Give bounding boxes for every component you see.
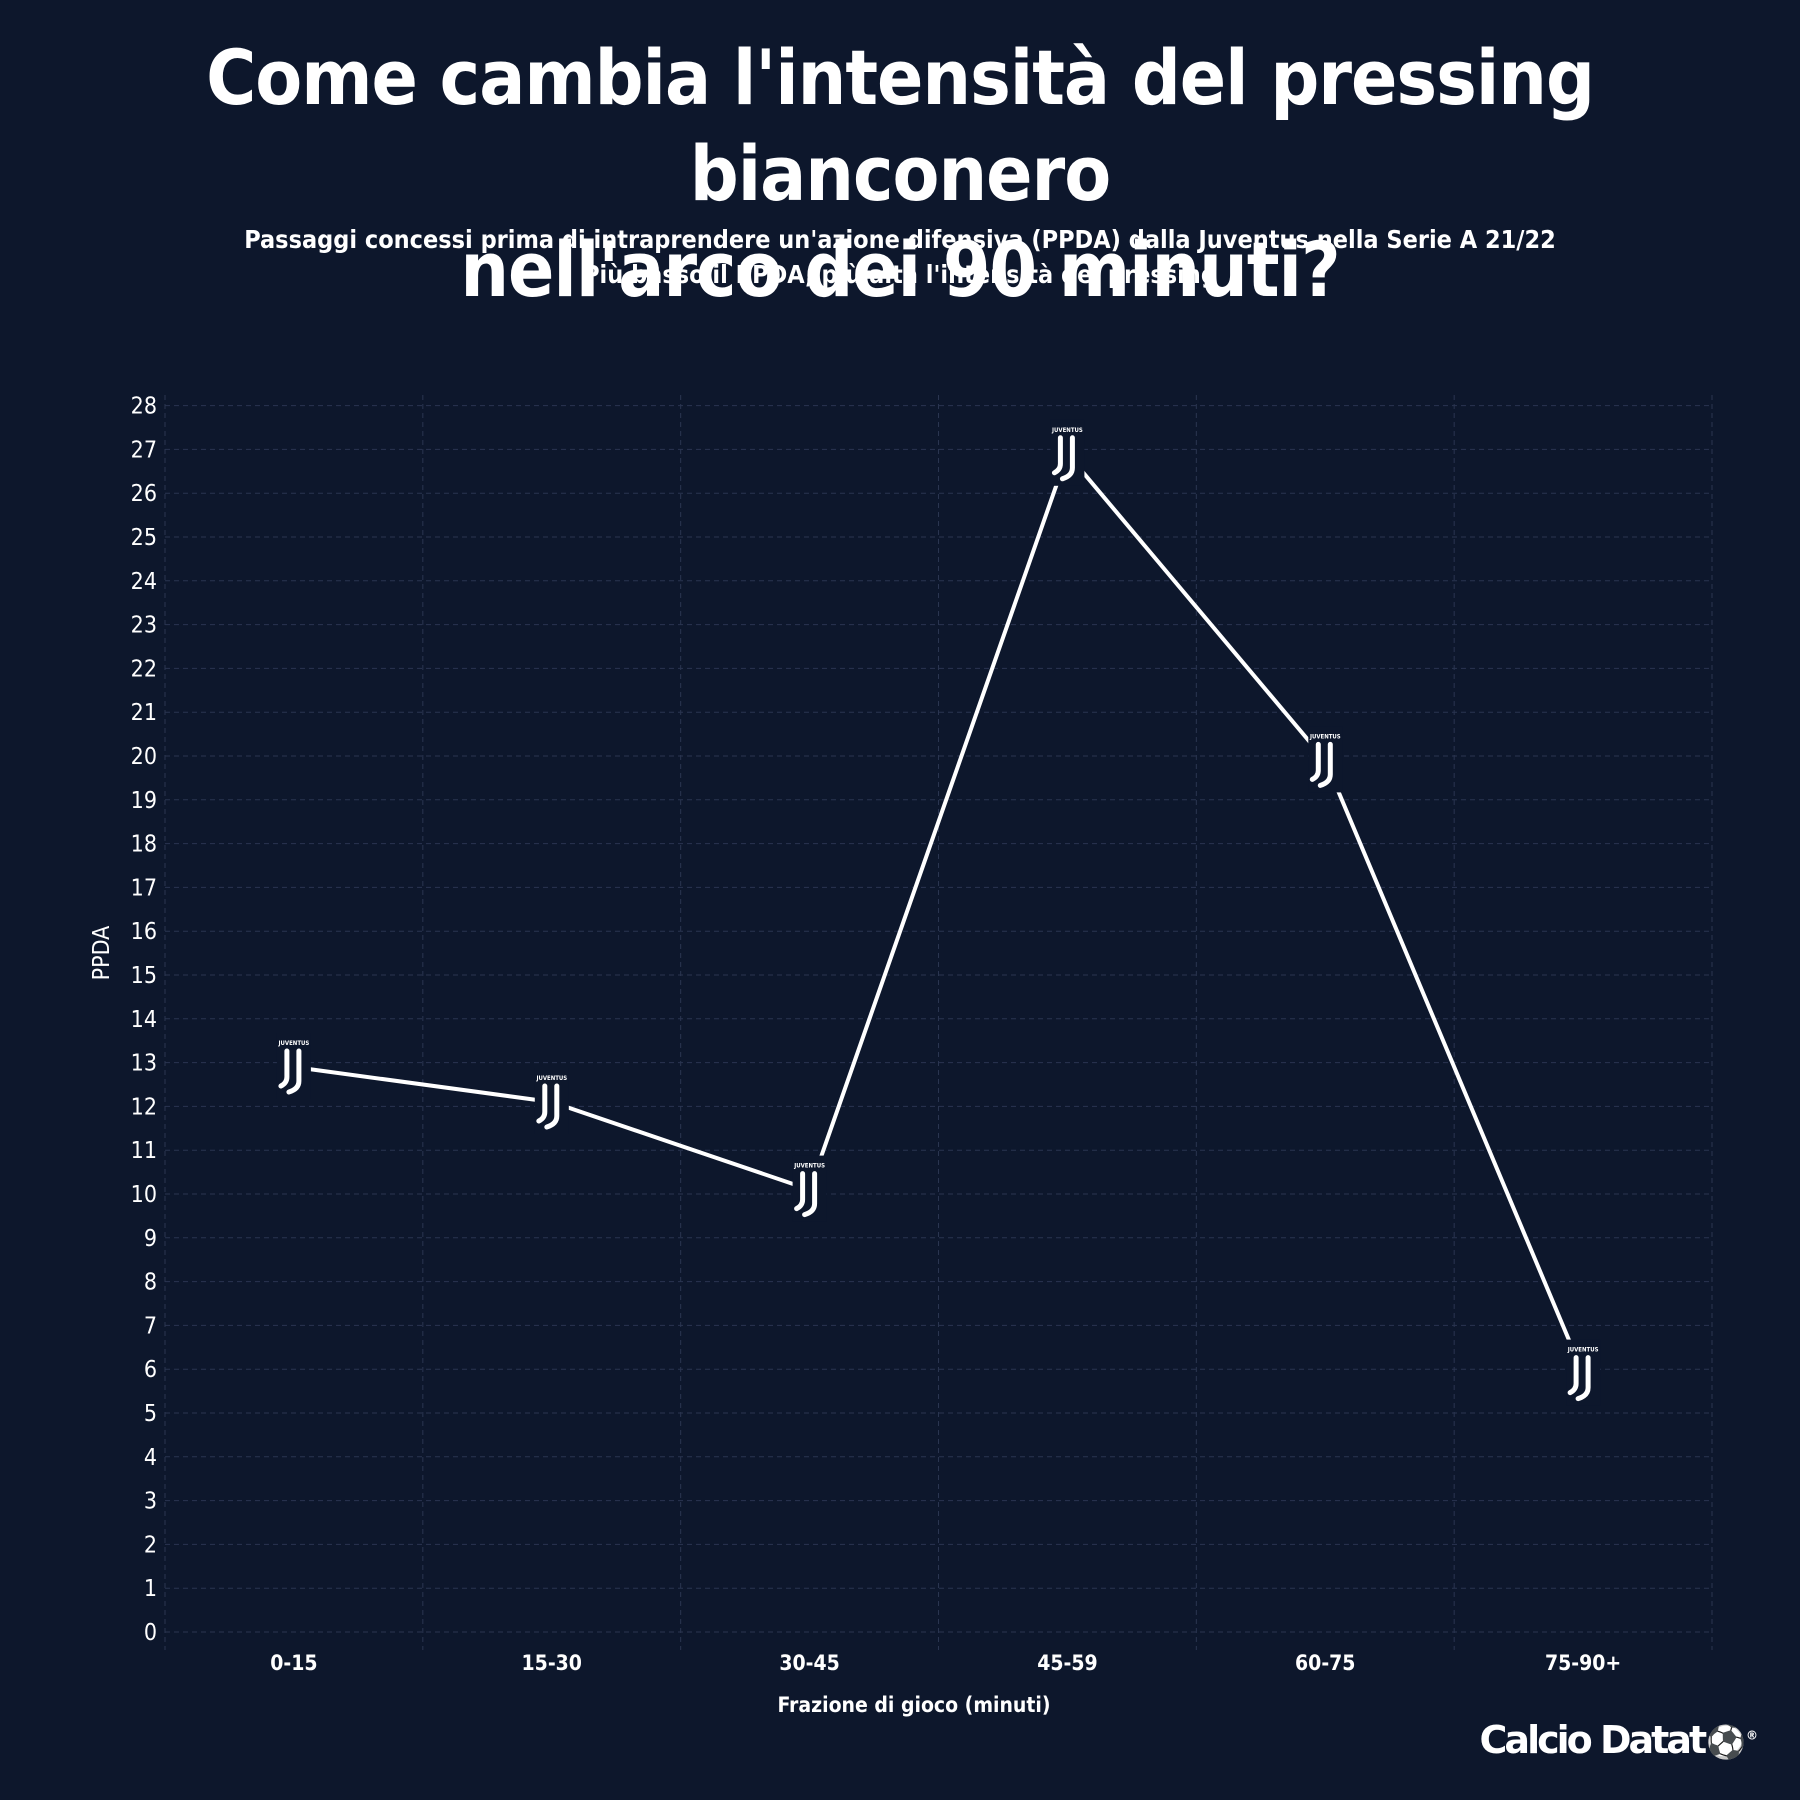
juventus-wordmark: JUVENTUS — [278, 1040, 310, 1047]
y-tick-label: 21 — [131, 700, 157, 726]
y-tick-label: 9 — [144, 1226, 157, 1252]
y-tick-label: 6 — [144, 1357, 157, 1383]
x-axis-label: Frazione di gioco (minuti) — [777, 1693, 1050, 1717]
juventus-wordmark: JUVENTUS — [535, 1075, 567, 1082]
y-axis-label: PPDA — [89, 926, 115, 981]
juventus-logo-icon: JUVENTUS — [1566, 1339, 1601, 1406]
juventus-logo-icon: JUVENTUS — [534, 1068, 569, 1134]
juventus-wordmark: JUVENTUS — [793, 1163, 825, 1170]
x-tick-label: 15-30 — [522, 1651, 582, 1675]
soccer-ball-icon: ⚽ — [1706, 1723, 1746, 1761]
y-tick-label: 13 — [131, 1051, 157, 1077]
y-axis-ticks: 0123456789101112131415161718192021222324… — [131, 394, 157, 1646]
y-tick-label: 22 — [131, 656, 157, 682]
chart-subtitle-line-1: Passaggi concessi prima di intraprendere… — [244, 225, 1556, 254]
y-tick-label: 19 — [131, 788, 157, 814]
y-tick-label: 28 — [131, 394, 157, 420]
y-tick-label: 4 — [144, 1445, 157, 1471]
y-tick-label: 1 — [144, 1576, 157, 1602]
y-tick-label: 10 — [131, 1182, 157, 1208]
y-tick-label: 2 — [144, 1532, 157, 1558]
brand-name: Calcio Datat — [1479, 1718, 1708, 1762]
y-tick-label: 11 — [131, 1138, 157, 1164]
registered-mark: ® — [1746, 1728, 1758, 1743]
chart-title-line-2: nell'arco dei 90 minuti? — [460, 225, 1340, 314]
juventus-wordmark: JUVENTUS — [1051, 427, 1083, 434]
grid — [164, 395, 1713, 1650]
juventus-wordmark: JUVENTUS — [1567, 1347, 1599, 1354]
y-tick-label: 7 — [144, 1313, 157, 1339]
juventus-logo-icon: JUVENTUS — [1308, 726, 1343, 793]
y-tick-label: 3 — [144, 1489, 157, 1515]
y-tick-label: 27 — [131, 437, 157, 463]
y-tick-label: 16 — [131, 919, 157, 945]
chart-title-line-1: Come cambia l'intensità del pressing bia… — [206, 33, 1595, 218]
juventus-logo-icon: JUVENTUS — [276, 1033, 311, 1099]
y-tick-label: 12 — [131, 1094, 157, 1120]
y-tick-label: 25 — [131, 525, 157, 551]
x-tick-label: 75-90+ — [1545, 1651, 1621, 1675]
chart-subtitle-line-2: Più basso il PPDA, più alta l'intensità … — [583, 260, 1217, 289]
y-tick-label: 5 — [144, 1401, 157, 1427]
y-tick-label: 17 — [131, 875, 157, 901]
juventus-logo-icon: JUVENTUS — [792, 1155, 827, 1222]
series-line — [293, 451, 1585, 1375]
y-tick-label: 18 — [131, 832, 157, 858]
y-tick-label: 24 — [131, 569, 157, 595]
y-tick-label: 14 — [131, 1007, 157, 1033]
juventus-logo-icon: JUVENTUS — [1050, 419, 1085, 486]
chart-subtitle: Passaggi concessi prima di intraprendere… — [0, 222, 1800, 292]
chart-title: Come cambia l'intensità del pressing bia… — [0, 30, 1800, 318]
x-tick-label: 0-15 — [270, 1651, 317, 1675]
y-tick-label: 20 — [131, 744, 157, 770]
data-markers: JUVENTUS JUVENTUS JUVENTUS JUVENTUS JUVENTUS… — [276, 419, 1601, 1406]
x-tick-label: 45-59 — [1037, 1651, 1097, 1675]
x-tick-label: 60-75 — [1295, 1651, 1355, 1675]
brand-logo: Calcio Datat⚽® — [1480, 1718, 1758, 1762]
y-tick-label: 8 — [144, 1270, 157, 1296]
x-tick-label: 30-45 — [779, 1651, 839, 1675]
juventus-wordmark: JUVENTUS — [1309, 733, 1341, 740]
y-tick-label: 23 — [131, 613, 157, 639]
y-tick-label: 0 — [144, 1620, 157, 1646]
x-axis-ticks: 0-15 15-30 30-45 45-59 60-75 75-90+ — [270, 1651, 1621, 1675]
y-tick-label: 26 — [131, 481, 157, 507]
y-tick-label: 15 — [131, 963, 157, 989]
